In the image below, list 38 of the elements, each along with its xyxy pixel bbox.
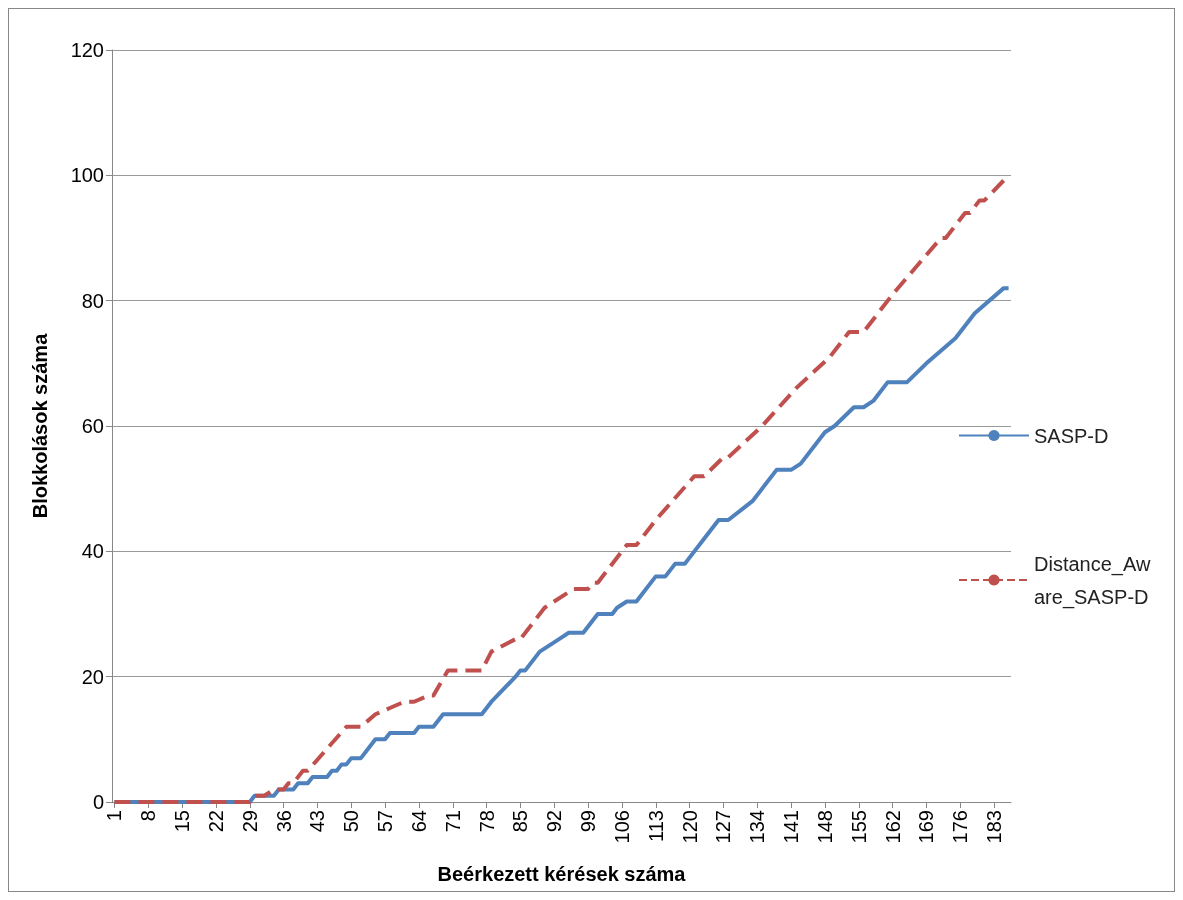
x-tick-label: 120 xyxy=(678,810,701,844)
x-tick-label: 43 xyxy=(306,810,329,833)
x-tick-label: 64 xyxy=(407,810,430,833)
x-tick-label: 78 xyxy=(475,810,498,833)
y-tick-label: 80 xyxy=(81,289,104,312)
x-tick-label: 92 xyxy=(543,810,566,833)
y-axis-title: Blokkolások száma xyxy=(29,332,51,519)
x-tick-label: 183 xyxy=(983,810,1006,844)
x-tick-label: 50 xyxy=(340,810,363,833)
legend-label: SASP-D xyxy=(1034,424,1109,447)
x-tick-label: 22 xyxy=(204,810,227,833)
y-tick-label: 0 xyxy=(92,791,104,813)
x-tick-label: 71 xyxy=(441,810,464,833)
y-tick-label: 100 xyxy=(70,164,104,187)
x-tick-label: 127 xyxy=(712,810,735,844)
x-tick-label: 29 xyxy=(238,810,261,833)
y-tick-label: 60 xyxy=(81,415,104,437)
x-tick-label: 8 xyxy=(137,810,160,822)
y-tick-label: 20 xyxy=(81,665,104,688)
x-tick-label: 106 xyxy=(610,810,633,844)
x-tick-label: 141 xyxy=(780,810,803,844)
x-tick-label: 155 xyxy=(847,810,870,844)
x-tick-label: 148 xyxy=(813,810,836,844)
x-tick-label: 99 xyxy=(577,810,600,833)
x-tick-label: 134 xyxy=(746,810,769,844)
x-tick-label: 162 xyxy=(881,810,904,844)
y-tick-label: 120 xyxy=(70,39,104,61)
legend-label: Distance_Aware_SASP-D xyxy=(1034,552,1151,609)
x-tick-label: 113 xyxy=(644,810,667,842)
x-tick-label: 57 xyxy=(374,810,397,833)
x-tick-label: 36 xyxy=(272,810,295,833)
y-tick-label: 40 xyxy=(81,540,104,563)
x-tick-label: 15 xyxy=(171,810,194,833)
x-tick-label: 1 xyxy=(103,810,126,822)
x-axis-title: Beérkezett kérések száma xyxy=(437,863,687,885)
x-tick-label: 176 xyxy=(949,810,972,844)
x-tick-label: 169 xyxy=(915,810,938,844)
x-tick-label: 85 xyxy=(509,810,532,833)
